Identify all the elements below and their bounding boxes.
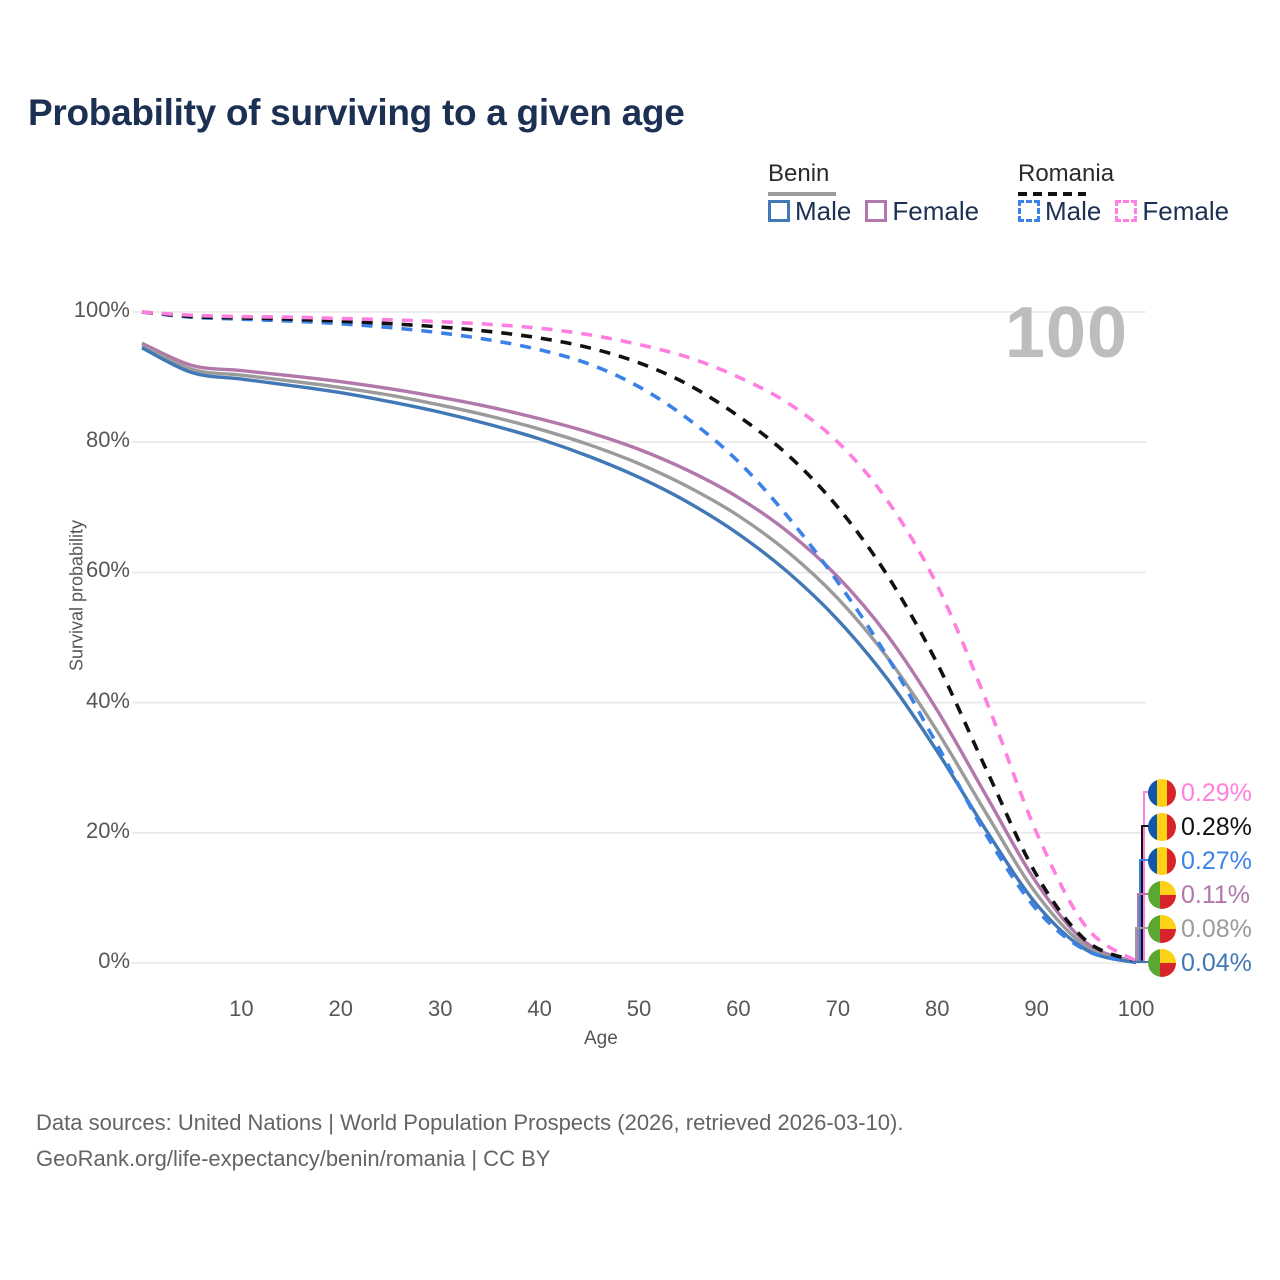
benin-flag-icon: [1148, 949, 1176, 977]
romania-flag-icon: [1148, 847, 1176, 875]
footer-data-sources: Data sources: United Nations | World Pop…: [36, 1110, 904, 1135]
legend-item-romania-male[interactable]: Male: [1018, 198, 1101, 224]
end-label-row: 0.08%: [1148, 914, 1252, 944]
legend-country-romania: Romania: [1018, 160, 1115, 187]
end-label-row: 0.04%: [1148, 948, 1252, 978]
legend-swatch-icon: [865, 200, 888, 222]
end-label-value: 0.27%: [1181, 846, 1252, 875]
end-label-value: 0.11%: [1181, 880, 1251, 909]
end-label-value: 0.29%: [1181, 778, 1252, 807]
y-tick-label: 0%: [98, 948, 130, 973]
x-tick-label: 70: [825, 996, 851, 1021]
legend-rule-romania: [1018, 192, 1086, 196]
page-title: Probability of surviving to a given age: [28, 92, 685, 133]
series-line-romania-total: [141, 310, 1137, 963]
legend-swatch-icon: [768, 200, 790, 222]
romania-flag-icon: [1148, 779, 1176, 807]
x-tick-label: 60: [726, 996, 751, 1021]
end-label-value: 0.28%: [1181, 812, 1252, 841]
series-line-benin-male: [141, 346, 1137, 965]
legend-label: Male: [795, 196, 852, 226]
legend-item-benin-female[interactable]: Female: [865, 198, 979, 224]
x-tick-label: 100: [1117, 996, 1155, 1021]
legend-swatch-icon: [1018, 200, 1040, 222]
legend-label: Female: [892, 196, 980, 226]
legend-group-romania: Romania Male Female: [1018, 160, 1229, 224]
x-tick-label: 20: [328, 996, 354, 1021]
y-tick-label: 40%: [85, 687, 130, 713]
series-line-romania-female: [141, 310, 1138, 963]
x-tick-label: 30: [427, 996, 453, 1021]
x-axis-label: Age: [584, 1028, 618, 1049]
legend-items-benin: Male Female: [768, 198, 979, 224]
footer: Data sources: United Nations | World Pop…: [36, 1105, 903, 1177]
legend-items-romania: Male Female: [1018, 198, 1229, 224]
romania-flag-icon: [1148, 813, 1176, 841]
series-line-benin-total: [141, 344, 1137, 965]
legend-item-romania-female[interactable]: Female: [1115, 198, 1229, 224]
benin-flag-icon: [1148, 881, 1176, 909]
x-tick-label: 50: [626, 996, 652, 1021]
end-label-row: 0.28%: [1148, 812, 1252, 842]
y-tick-label: 60%: [85, 557, 130, 583]
x-tick-label: 10: [229, 996, 254, 1021]
watermark-100: 100: [1004, 293, 1128, 373]
legend-swatch-icon: [1115, 200, 1138, 222]
series-line-benin-female: [141, 341, 1137, 964]
legend-group-benin: Benin Male Female: [768, 160, 979, 224]
end-label-value: 0.04%: [1181, 948, 1252, 977]
end-label-row: 0.29%: [1148, 778, 1252, 808]
legend-label: Male: [1045, 196, 1102, 226]
legend-country-benin: Benin: [768, 160, 830, 187]
x-tick-label: 90: [1024, 996, 1049, 1021]
y-tick-label: 100%: [73, 297, 130, 322]
end-label-value: 0.08%: [1181, 914, 1252, 943]
legend-item-benin-male[interactable]: Male: [768, 198, 851, 224]
end-label-row: 0.27%: [1148, 846, 1252, 876]
x-tick-label: 40: [527, 996, 552, 1021]
benin-flag-icon: [1148, 915, 1176, 943]
y-tick-label: 80%: [85, 427, 130, 453]
chart-legend: Benin Male Female Romania Male: [760, 160, 1250, 240]
series-line-romania-male: [141, 310, 1137, 964]
x-tick-label: 80: [924, 996, 950, 1021]
y-tick-label: 20%: [85, 817, 130, 843]
end-label-row: 0.11%: [1148, 880, 1250, 910]
legend-label: Female: [1142, 196, 1230, 226]
legend-rule-benin: [768, 192, 836, 196]
footer-attribution: GeoRank.org/life-expectancy/benin/romani…: [36, 1146, 551, 1171]
y-axis-label: Survival probability: [66, 519, 87, 672]
